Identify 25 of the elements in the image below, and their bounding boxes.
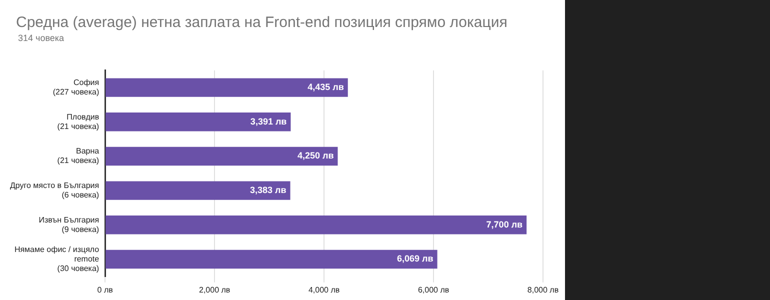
y-tick-label: Пловдив (21 човека): [57, 112, 100, 131]
y-tick-label: София (227 човека): [52, 78, 100, 97]
data-label: 4,250 лв: [297, 150, 334, 161]
y-tick-label: Нямаме офис / изцяло remote (30 човека): [14, 244, 100, 274]
x-tick-label: 8,000 лв: [527, 285, 559, 294]
bar: [106, 78, 348, 97]
bar: [106, 216, 527, 234]
data-label: 4,435 лв: [308, 82, 344, 92]
y-tick-label: Друго място в България (6 човека): [10, 180, 100, 200]
x-tick-label: 2,000 лв: [198, 285, 230, 294]
bar: [106, 250, 438, 269]
x-tick-label: 4,000 лв: [308, 285, 340, 294]
chart-subtitle: 314 човека: [18, 33, 64, 43]
data-label: 3,383 лв: [250, 185, 287, 196]
x-tick-label: 6,000 лв: [418, 285, 450, 294]
data-label: 7,700 лв: [486, 219, 524, 230]
bar: [106, 112, 291, 132]
bar: [106, 181, 290, 200]
data-label: 6,069 лв: [397, 254, 434, 264]
data-label: 3,391 лв: [250, 116, 288, 126]
chart-title: Средна (average) нетна заплата на Front-end позиция спрямо локация: [16, 14, 508, 31]
x-tick-label: 0 лв: [97, 285, 113, 294]
bar: [106, 146, 338, 166]
y-tick-label: Варна (21 човека): [57, 146, 100, 166]
y-tick-label: Извън България (9 човека): [38, 215, 100, 234]
